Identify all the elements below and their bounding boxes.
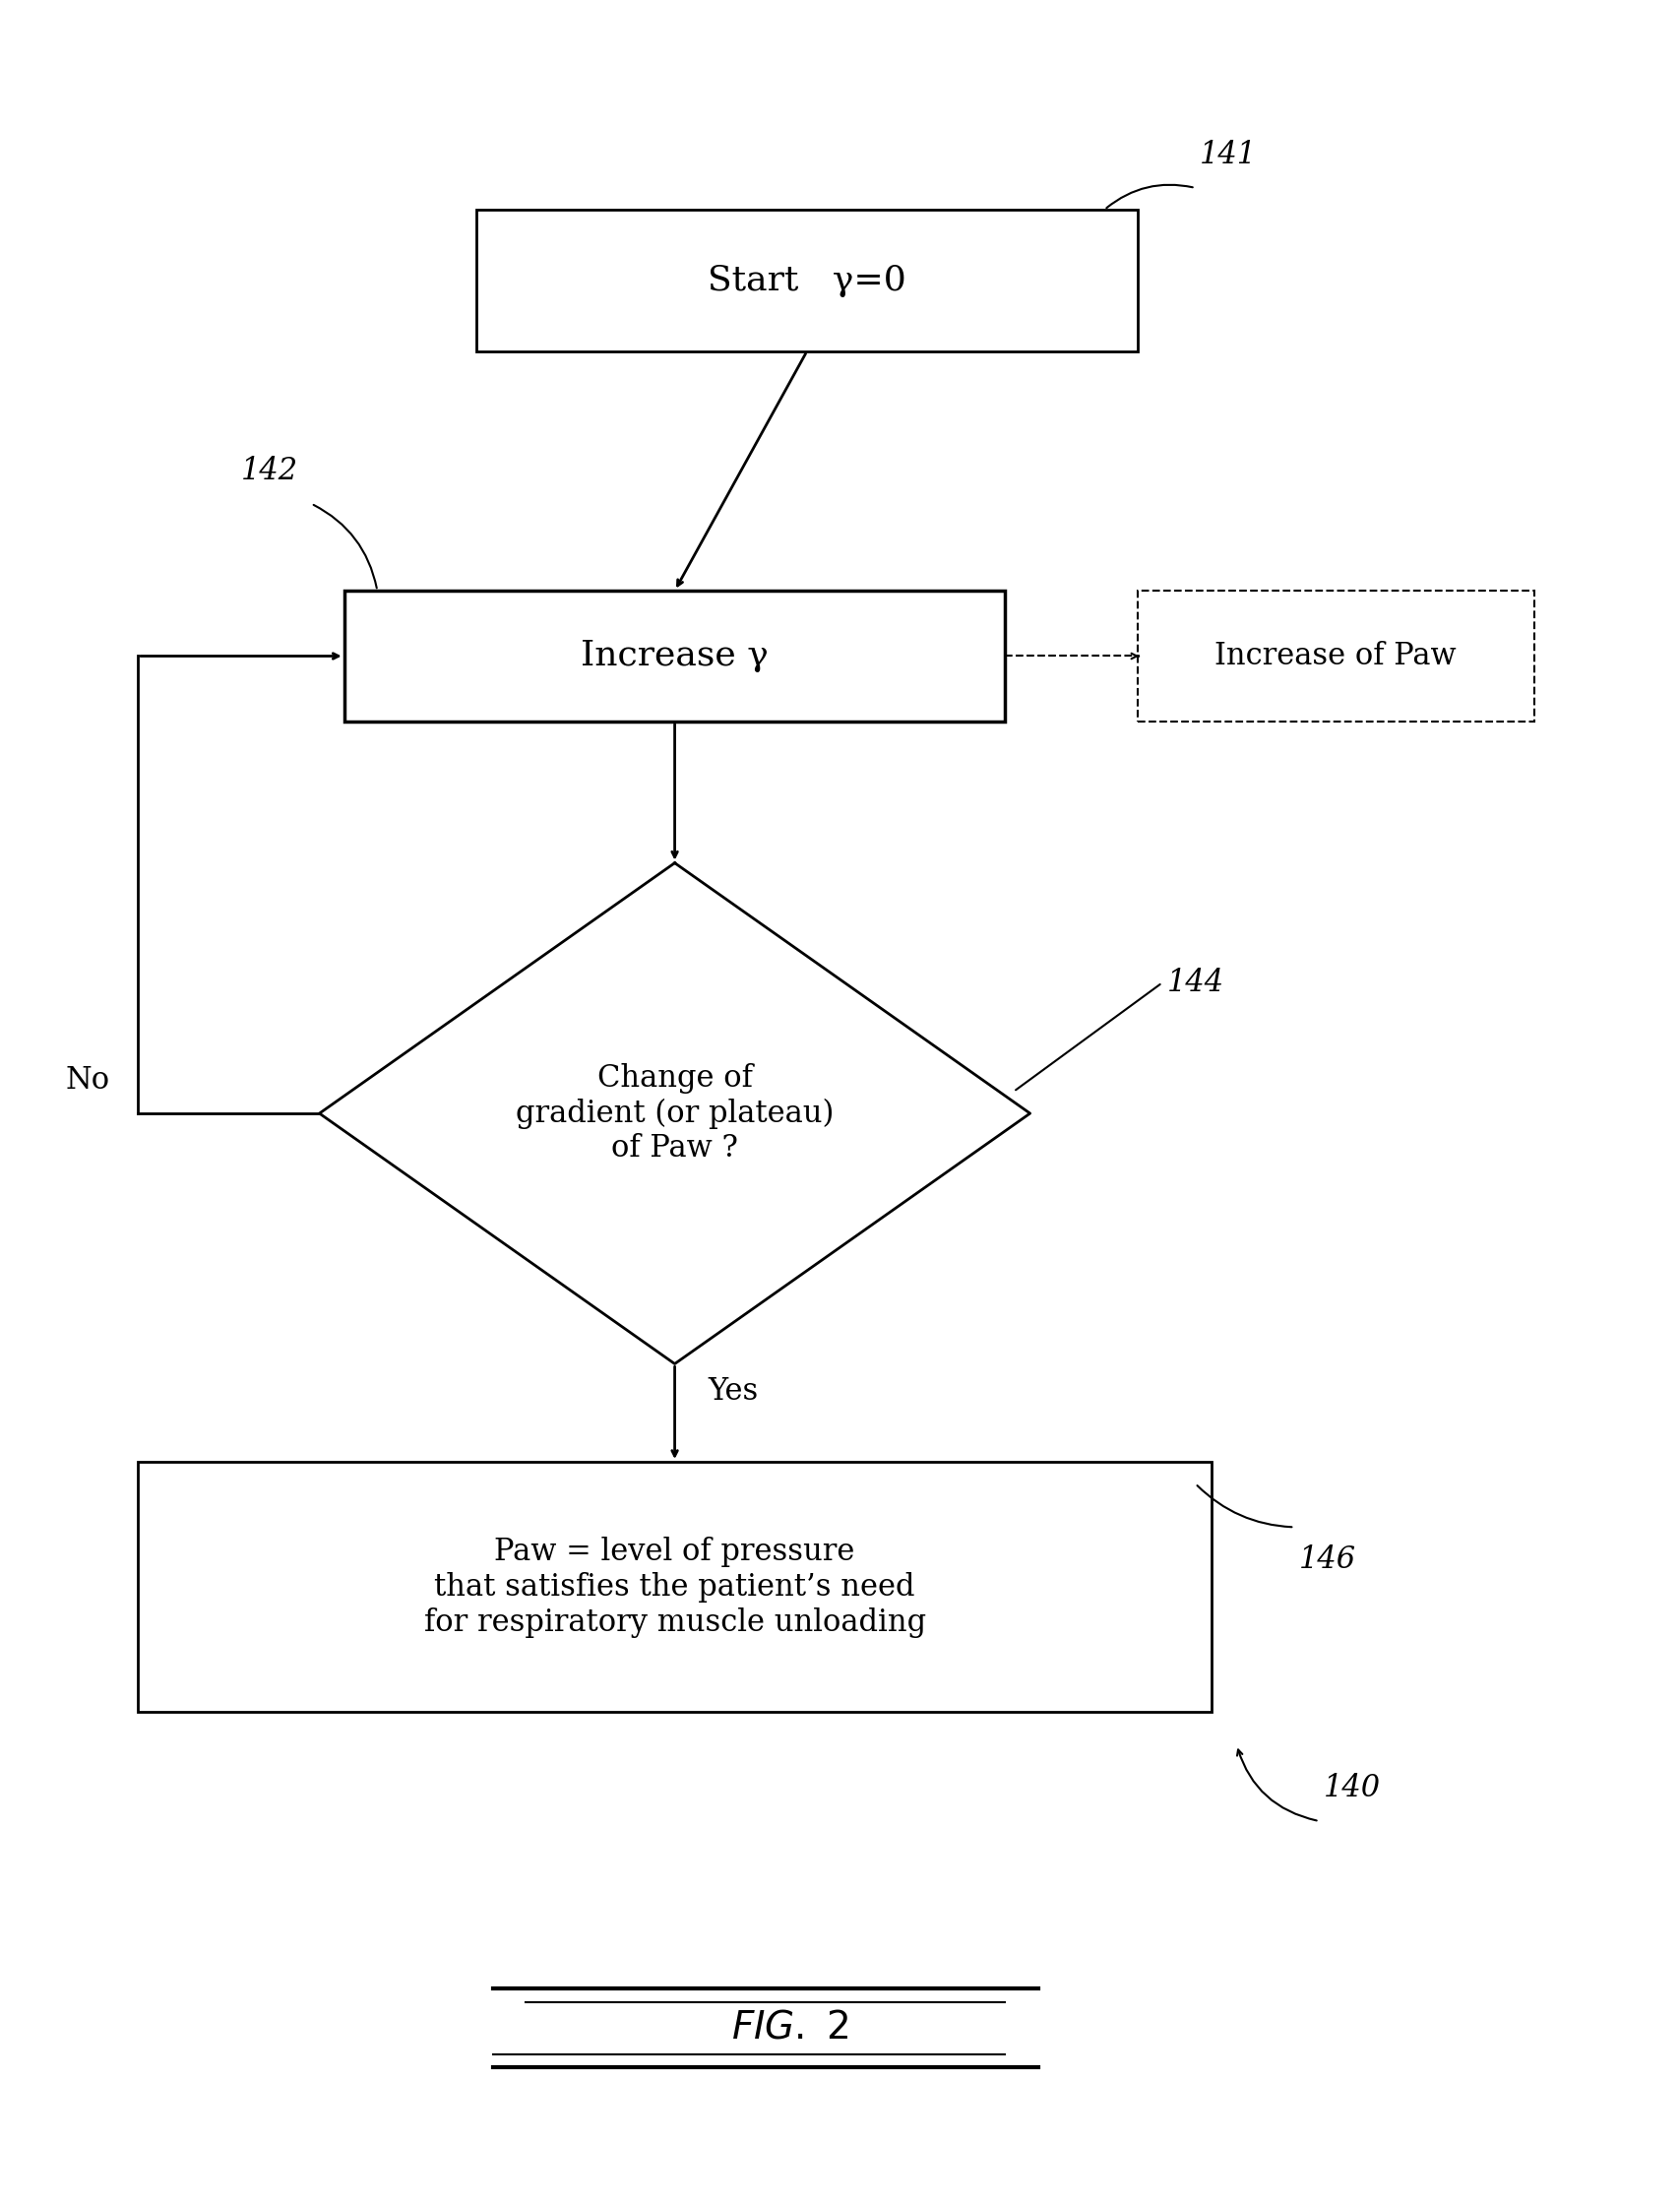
- FancyBboxPatch shape: [1137, 591, 1534, 721]
- Text: Change of
gradient (or plateau)
of Paw ?: Change of gradient (or plateau) of Paw ?: [516, 1063, 833, 1164]
- FancyBboxPatch shape: [138, 1462, 1211, 1713]
- Text: Paw = level of pressure
that satisfies the patient’s need
for respiratory muscle: Paw = level of pressure that satisfies t…: [423, 1537, 926, 1638]
- Text: Start   γ=0: Start γ=0: [707, 265, 906, 298]
- FancyBboxPatch shape: [477, 209, 1137, 351]
- Text: 146: 146: [1299, 1544, 1356, 1574]
- Text: Increase γ: Increase γ: [581, 639, 769, 673]
- Text: 142: 142: [242, 456, 299, 487]
- Text: No: No: [66, 1065, 111, 1096]
- Text: 141: 141: [1200, 139, 1257, 170]
- Text: 144: 144: [1166, 968, 1225, 999]
- Text: $\mathit{FIG.\ 2}$: $\mathit{FIG.\ 2}$: [732, 2009, 848, 2046]
- Text: Yes: Yes: [707, 1376, 758, 1407]
- Text: 140: 140: [1324, 1773, 1381, 1804]
- FancyBboxPatch shape: [344, 591, 1005, 721]
- Text: Increase of Paw: Increase of Paw: [1215, 642, 1457, 670]
